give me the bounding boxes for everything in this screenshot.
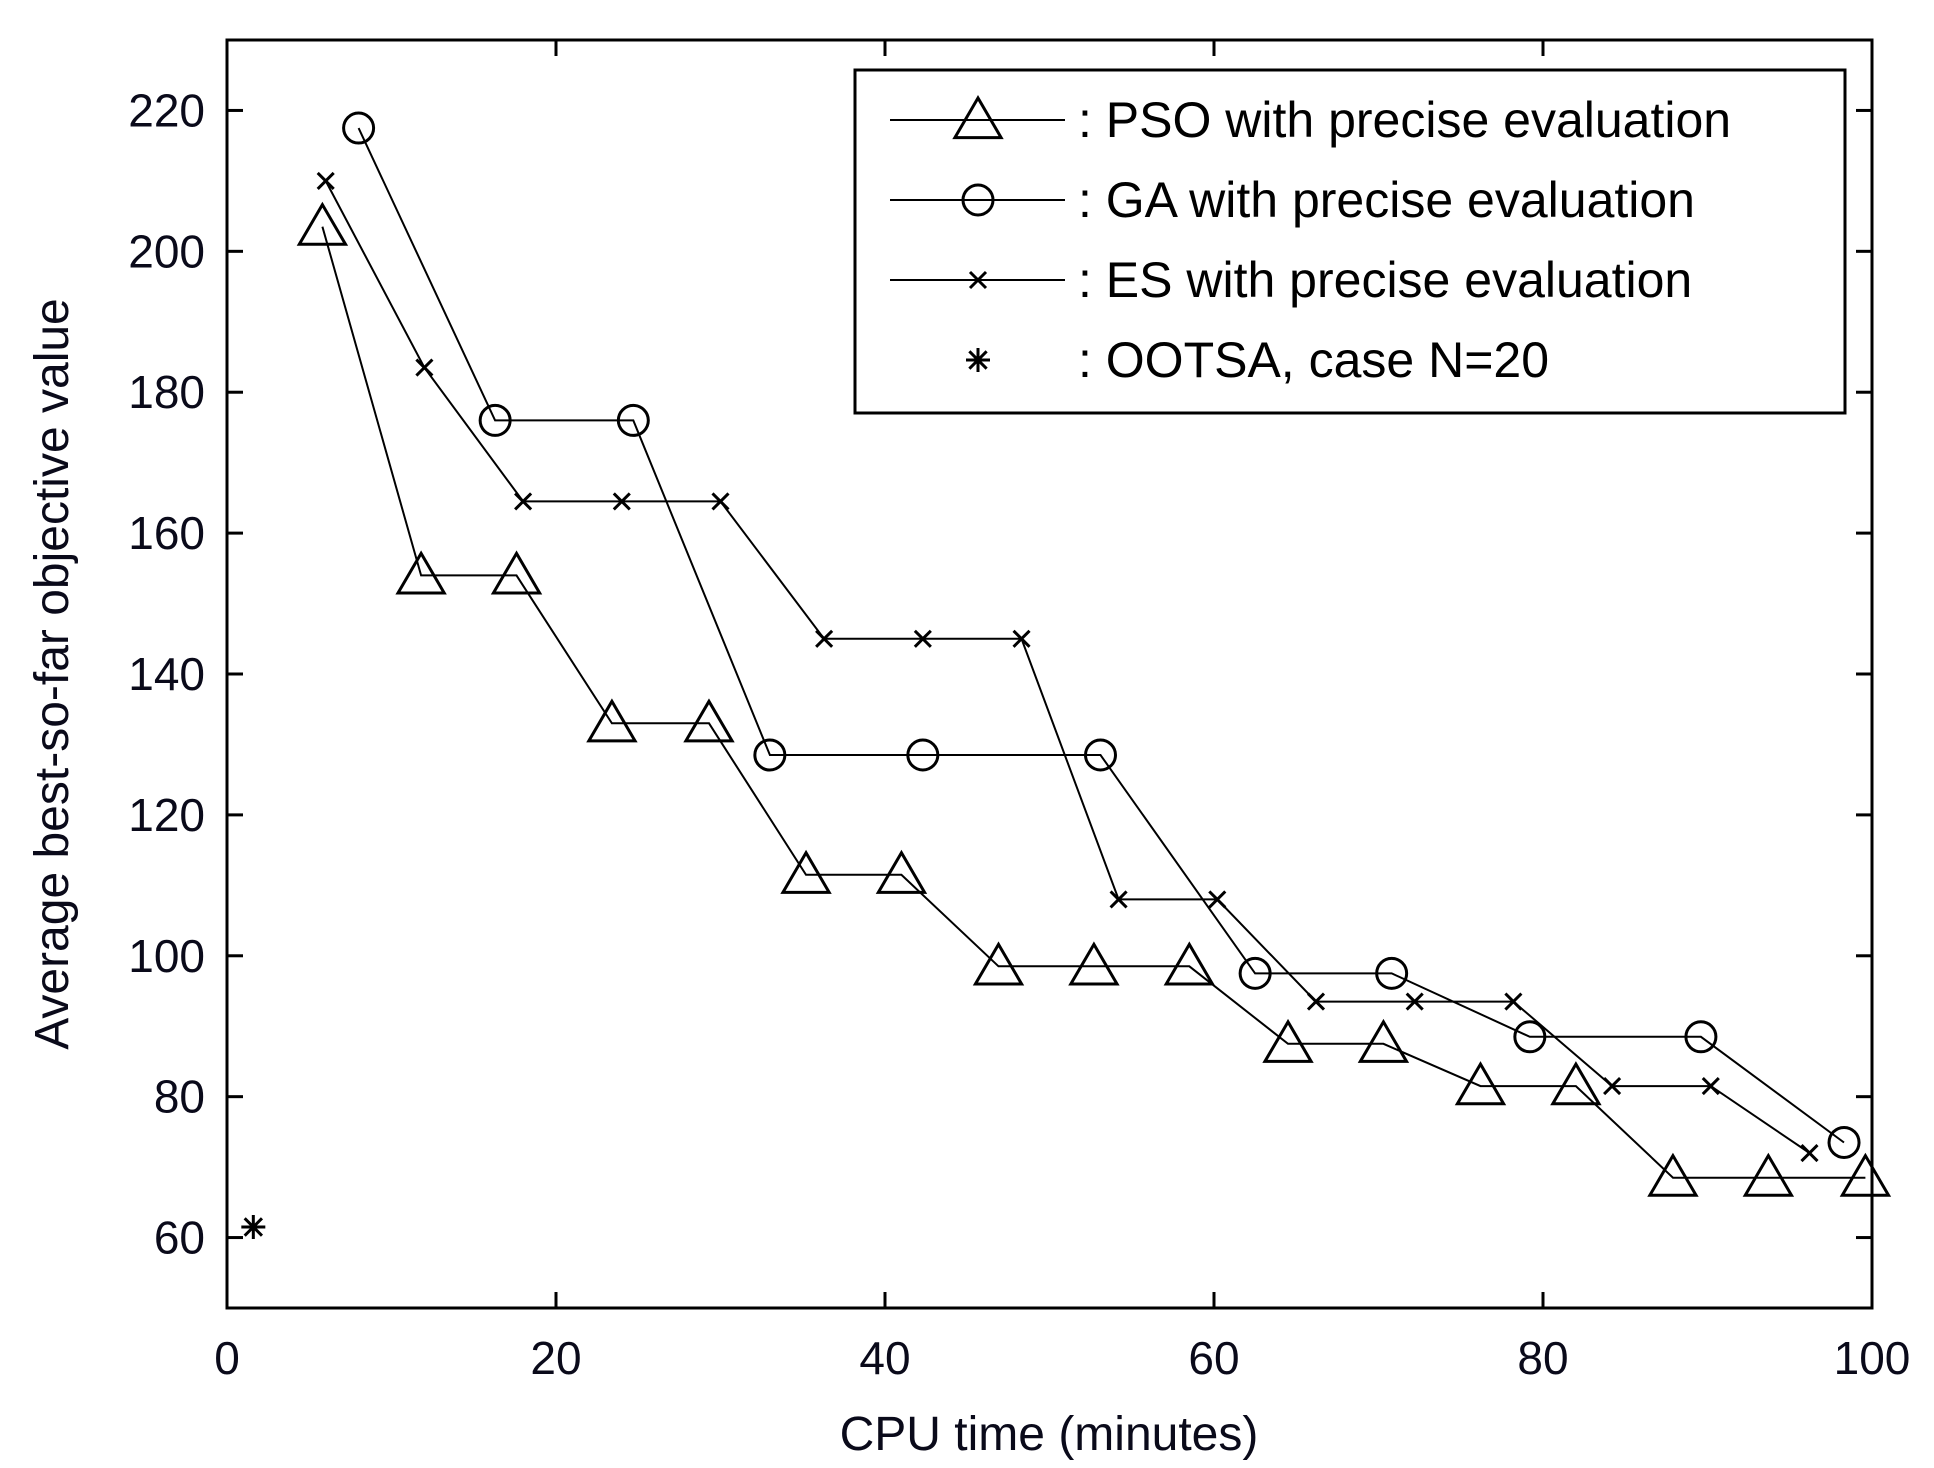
ticks: 0 20 40 60 80 100 60 80 100 120 140 160 180 200 220 — [128, 40, 1910, 1384]
legend-label: : GA with precise evaluation — [1078, 172, 1695, 228]
data-point-x — [1701, 1077, 1720, 1096]
data-point-x — [612, 492, 631, 511]
data-point-circle — [906, 738, 940, 772]
legend-marker-x — [968, 270, 988, 290]
series-star — [241, 1214, 266, 1239]
data-point-circle — [1238, 956, 1272, 990]
data-point-triangle — [395, 550, 447, 595]
data-point-circle — [1083, 738, 1117, 772]
x-tick-label: 0 — [214, 1332, 240, 1384]
y-tick-label: 100 — [128, 930, 205, 982]
x-tick-label: 80 — [1517, 1332, 1568, 1384]
y-tick-label: 200 — [128, 225, 205, 277]
y-tick-label: 160 — [128, 507, 205, 559]
data-point-circle — [1827, 1125, 1861, 1159]
y-tick-label: 140 — [128, 648, 205, 700]
legend-marker-star — [966, 348, 990, 372]
data-point-triangle — [780, 849, 832, 894]
y-axis-label: Average best-so-far objective value — [26, 298, 79, 1050]
legend-label: : ES with precise evaluation — [1078, 252, 1692, 308]
data-point-triangle — [972, 941, 1025, 986]
data-point-x — [1109, 890, 1128, 909]
legend-marker-triangle — [952, 95, 1004, 140]
data-point-triangle — [1742, 1152, 1795, 1197]
data-point-triangle — [1454, 1061, 1507, 1106]
data-point-x — [711, 492, 730, 511]
legend-entry: : ES with precise evaluation — [890, 252, 1692, 308]
data-point-x — [1012, 629, 1031, 648]
data-point-x — [514, 492, 533, 511]
y-tick-label: 180 — [128, 366, 205, 418]
data-point-triangle — [1357, 1018, 1410, 1063]
data-point-triangle — [1550, 1061, 1602, 1106]
y-tick-label: 120 — [128, 789, 205, 841]
x-tick-label: 60 — [1188, 1332, 1239, 1384]
series-line-circle — [357, 127, 1845, 1144]
data-point-circle — [1684, 1020, 1718, 1054]
x-tick-label: 20 — [530, 1332, 581, 1384]
data-point-x — [415, 358, 434, 377]
legend-label: : PSO with precise evaluation — [1078, 92, 1731, 148]
legend-entry: : PSO with precise evaluation — [890, 92, 1731, 148]
data-point-circle — [753, 738, 787, 772]
series-triangle — [296, 201, 1892, 1197]
series-circle — [342, 111, 1861, 1159]
data-point-triangle — [1163, 941, 1216, 986]
data-point-triangle — [1647, 1152, 1699, 1197]
plot-area — [241, 111, 1892, 1239]
y-tick-label: 60 — [154, 1212, 205, 1264]
legend-box — [853, 68, 1847, 415]
data-point-triangle — [490, 550, 543, 595]
data-point-x — [1306, 992, 1326, 1011]
legend: : PSO with precise evaluation : GA with p… — [853, 68, 1847, 415]
series-line-x — [324, 180, 1811, 1154]
data-point-x — [1800, 1143, 1819, 1163]
legend-label: : OOTSA, case N=20 — [1078, 332, 1549, 388]
series-line-triangle — [321, 226, 1866, 1179]
data-point-triangle — [875, 849, 928, 894]
data-point-star — [241, 1214, 266, 1239]
data-point-triangle — [683, 698, 735, 743]
data-point-x — [1603, 1077, 1622, 1096]
y-tick-label: 80 — [154, 1071, 205, 1123]
data-point-x — [1504, 992, 1523, 1011]
series-x — [316, 171, 1819, 1163]
data-point-circle — [342, 111, 376, 145]
data-point-x — [1208, 890, 1227, 909]
data-point-triangle — [586, 698, 638, 743]
x-tick-label: 40 — [859, 1332, 910, 1384]
legend-marker-circle — [961, 183, 995, 217]
x-axis-label: CPU time (minutes) — [840, 1408, 1259, 1461]
data-point-triangle — [1068, 941, 1120, 986]
data-point-x — [1405, 992, 1424, 1011]
legend-entry: : OOTSA, case N=20 — [966, 332, 1549, 388]
data-point-circle — [616, 403, 650, 437]
y-tick-label: 220 — [128, 84, 205, 136]
data-point-x — [815, 629, 834, 648]
data-point-circle — [478, 403, 512, 437]
data-point-x — [316, 171, 335, 190]
data-point-triangle — [296, 201, 349, 246]
x-tick-label: 100 — [1834, 1332, 1911, 1384]
data-point-circle — [1513, 1020, 1547, 1054]
data-point-triangle — [1262, 1018, 1314, 1063]
data-point-circle — [1375, 956, 1409, 990]
data-point-triangle — [1839, 1152, 1892, 1197]
legend-entry: : GA with precise evaluation — [890, 172, 1695, 228]
data-point-x — [913, 629, 932, 648]
